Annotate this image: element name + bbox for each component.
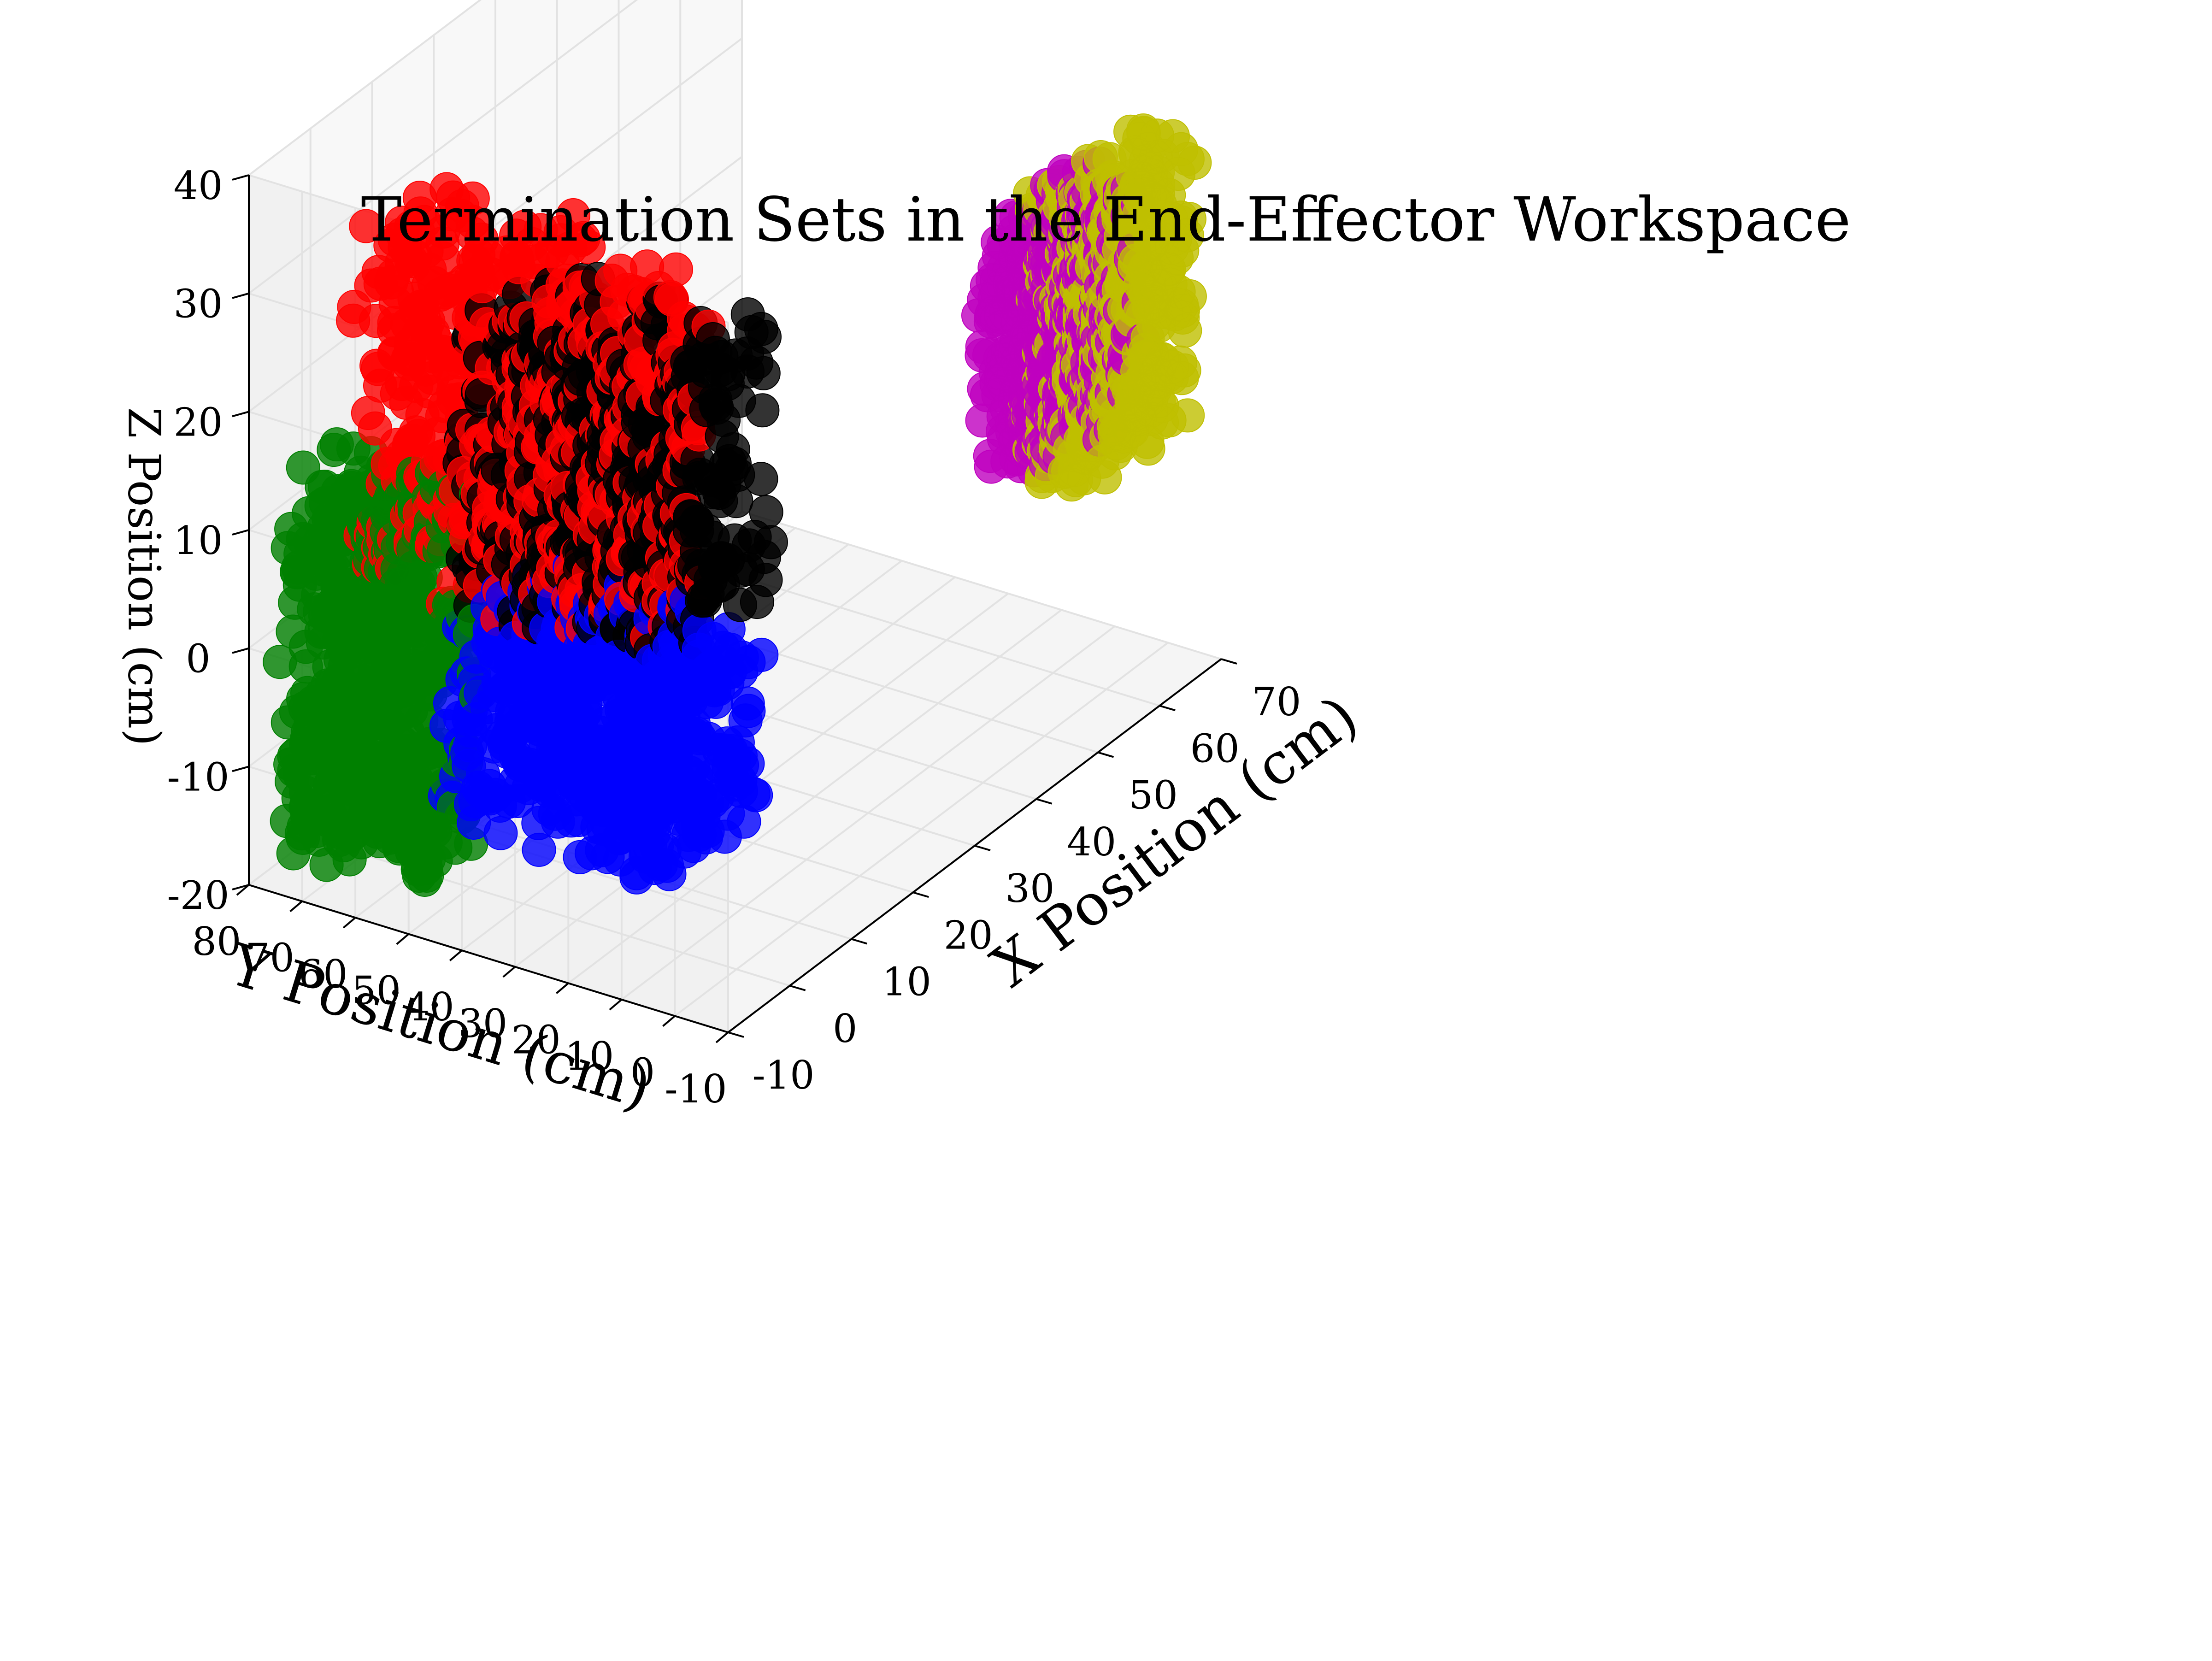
z-tick-mark	[232, 292, 249, 299]
z-tick-mark	[232, 411, 249, 418]
data-point-black-set	[746, 356, 781, 390]
y-tick-mark	[342, 917, 356, 929]
data-point-black-set	[749, 495, 783, 530]
y-tick-label: 60	[299, 952, 348, 997]
data-point-black-set	[753, 525, 788, 560]
data-point-blue-set	[522, 832, 556, 867]
grid-line-y-floor	[568, 609, 1062, 984]
data-point-blue-set	[483, 816, 518, 850]
y-tick-label: 30	[458, 1001, 507, 1046]
z-tick-label: -20	[167, 873, 229, 918]
x-tick-mark	[789, 984, 806, 991]
data-points	[263, 113, 1212, 897]
z-tick-label: 40	[174, 163, 223, 208]
data-point-black-set	[747, 319, 782, 354]
data-point-black-set	[748, 563, 783, 597]
x-tick-mark	[728, 1031, 744, 1038]
x-tick-mark	[1097, 751, 1114, 758]
z-tick-label: 20	[174, 400, 223, 445]
x-tick-mark	[1159, 705, 1176, 712]
z-tick-mark	[232, 529, 249, 536]
grid-line-y-floor	[621, 625, 1116, 1001]
x-tick-mark	[851, 938, 868, 945]
x-tick-label: 30	[1006, 866, 1055, 911]
data-point-blue-set	[731, 694, 766, 728]
x-tick-label: 0	[833, 1006, 857, 1051]
data-point-red-set	[455, 181, 490, 216]
data-point-yellow-set	[1167, 353, 1201, 388]
z-tick-mark	[232, 174, 249, 181]
z-tick-label: 0	[186, 636, 210, 682]
y-tick-mark	[556, 982, 569, 994]
grid-line-z-back	[248, 0, 482, 176]
y-tick-label: 0	[630, 1050, 655, 1095]
x-tick-label: 70	[1252, 679, 1301, 724]
grid-line-y-floor	[674, 642, 1169, 1017]
x-tick-label: 50	[1129, 773, 1178, 818]
y-axis-line	[248, 884, 729, 1033]
data-point-black-set	[745, 393, 780, 428]
z-tick-mark	[232, 884, 249, 890]
z-tick-mark	[232, 647, 249, 654]
z-axis-title: Z Position (cm)	[118, 407, 170, 746]
data-point-blue-set	[730, 746, 765, 781]
data-point-yellow-set	[1168, 313, 1202, 348]
y-tick-mark	[662, 1015, 676, 1027]
z-tick-label: -10	[167, 754, 229, 800]
z-tick-mark	[232, 766, 249, 772]
axis-lines	[232, 174, 1237, 1043]
data-point-yellow-set	[1171, 398, 1205, 433]
y-tick-mark	[289, 901, 303, 913]
grid-line-x-floor	[741, 511, 1222, 660]
x-tick-label: 10	[882, 960, 931, 1005]
z-tick-label: 10	[174, 518, 223, 563]
y-tick-label: 70	[245, 936, 294, 981]
y-tick-label: 50	[352, 968, 401, 1013]
x-tick-mark	[912, 891, 929, 898]
y-tick-label: -10	[665, 1066, 727, 1112]
chart-title: Termination Sets in the End-Effector Wor…	[361, 184, 1851, 255]
x-tick-label: 60	[1190, 726, 1240, 771]
x-tick-mark	[974, 845, 991, 851]
y-tick-mark	[236, 884, 250, 896]
x-tick-label: 20	[944, 913, 993, 958]
z-tick-label: 30	[174, 282, 223, 327]
grid-line-z-back	[248, 0, 638, 295]
data-point-red-set	[571, 230, 606, 265]
y-tick-mark	[502, 966, 516, 978]
data-point-yellow-set	[1177, 146, 1212, 180]
y-tick-label: 40	[405, 984, 454, 1030]
x-tick-mark	[1221, 658, 1237, 665]
x-tick-label: 40	[1067, 819, 1116, 865]
y-tick-mark	[396, 933, 409, 945]
y-tick-mark	[609, 999, 623, 1011]
x-tick-mark	[1036, 798, 1053, 805]
y-tick-label: 20	[512, 1017, 561, 1062]
data-point-yellow-set	[1172, 279, 1207, 313]
data-point-red-set	[349, 209, 383, 243]
y-tick-mark	[715, 1031, 729, 1043]
data-point-blue-set	[744, 637, 779, 672]
data-point-black-set	[744, 462, 778, 496]
y-tick-mark	[449, 949, 463, 961]
data-point-red-set	[659, 252, 693, 287]
grid-line-z-back	[248, 37, 743, 412]
y-tick-label: 80	[192, 919, 241, 964]
y-tick-label: 10	[565, 1034, 614, 1079]
x-tick-label: -10	[752, 1053, 814, 1098]
data-point-blue-set	[739, 778, 773, 813]
data-point-yellow-set	[1172, 202, 1206, 236]
